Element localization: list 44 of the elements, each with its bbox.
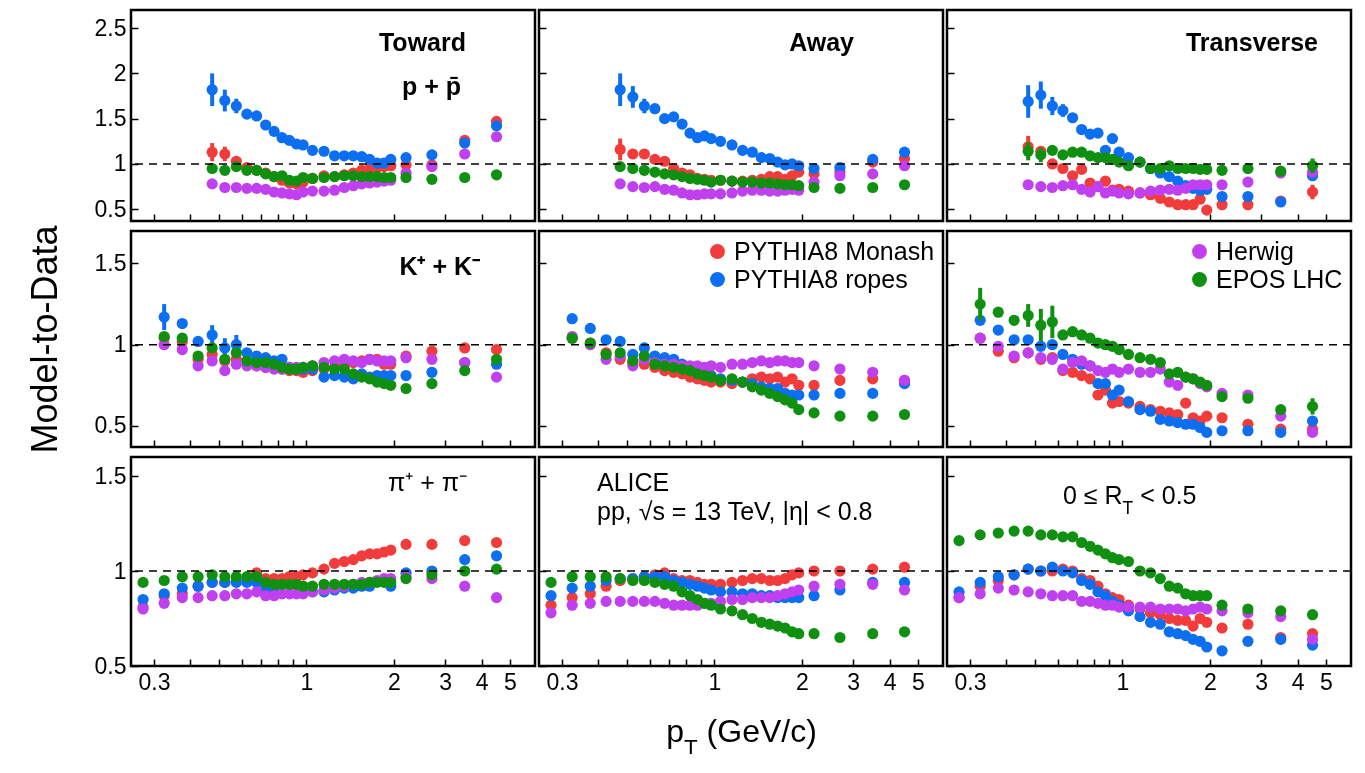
y-tick-label: 2 (113, 59, 127, 86)
x-tick-label: 3 (1255, 668, 1269, 695)
x-tick-label: 0.3 (954, 668, 987, 695)
legend-label: Herwig (1216, 236, 1294, 265)
legend-label: EPOS LHC (1216, 264, 1343, 293)
x-tick-label: 5 (503, 668, 517, 695)
x-tick-label: 1 (708, 668, 722, 695)
x-tick-label: 0.3 (138, 668, 171, 695)
x-tick-label: 0.3 (546, 668, 579, 695)
x-tick-label: 2 (1204, 668, 1217, 695)
y-tick-label: 1 (113, 150, 127, 177)
annotation: K⁺ + K⁻ (399, 252, 481, 280)
legend-label: PYTHIA8 Monash (734, 236, 935, 265)
x-tick-label: 5 (1319, 668, 1333, 695)
y-tick-label: 1.5 (94, 462, 127, 489)
annotation: Transverse (1185, 28, 1319, 56)
annotation: Toward (378, 28, 466, 56)
annotation: ALICE (597, 468, 670, 496)
annotation: p + p̄ (401, 72, 461, 100)
x-tick-label: 5 (911, 668, 925, 695)
y-tick-label: 1 (113, 557, 127, 584)
y-tick-label: 0.5 (94, 652, 127, 679)
y-tick-label: 1.5 (94, 249, 127, 276)
x-tick-label: 3 (847, 668, 861, 695)
annotation: Away (789, 28, 855, 56)
y-axis-title: Model-to-Data (23, 224, 65, 454)
x-tick-label: 3 (439, 668, 453, 695)
x-tick-label: 4 (883, 668, 897, 695)
annotation: 0 ≤ R$_{T}$ < 0.5 (1063, 481, 1197, 518)
y-tick-label: 0.5 (94, 412, 127, 439)
x-tick-label: 4 (1291, 668, 1305, 695)
x-tick-label: 2 (796, 668, 809, 695)
annotation: π⁺ + π⁻ (388, 468, 467, 496)
y-tick-label: 1 (113, 331, 127, 358)
legend-label: PYTHIA8 ropes (734, 264, 908, 293)
x-tick-label: 1 (300, 668, 314, 695)
x-axis-title: p$_{T}$ (GeV/c) (666, 712, 817, 759)
y-tick-label: 2.5 (94, 14, 127, 41)
x-tick-label: 4 (475, 668, 489, 695)
y-tick-label: 0.5 (94, 195, 127, 222)
y-tick-label: 1.5 (94, 105, 127, 132)
x-tick-label: 1 (1116, 668, 1130, 695)
x-tick-label: 2 (388, 668, 401, 695)
annotation: pp, √s = 13 TeV, |η| < 0.8 (597, 497, 873, 525)
